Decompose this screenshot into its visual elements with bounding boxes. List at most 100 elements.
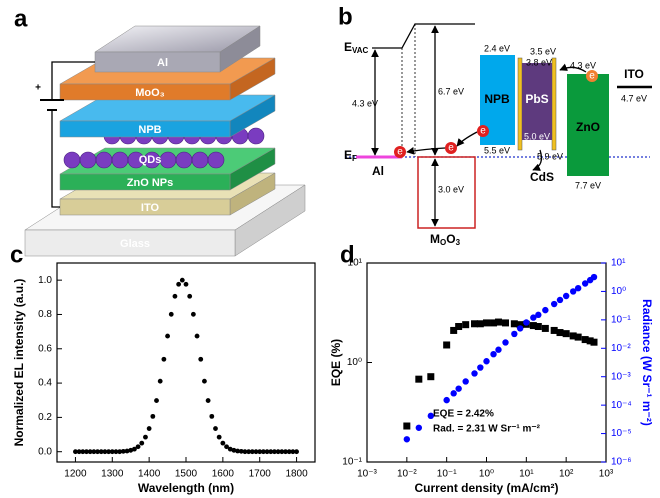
x-tick-label: 1500 [175,469,198,480]
marker [462,378,469,385]
marker [205,398,211,403]
marker [562,292,570,300]
layer-label: ITO [141,202,160,214]
marker [220,440,226,446]
y2-tick-label: 10⁻⁶ [611,457,632,468]
y2-tick-label: 10⁻³ [611,371,631,382]
zno-band [567,74,609,176]
marker [556,296,564,304]
quantum-dot [191,151,209,169]
panel-label: b [338,3,353,30]
marker [172,293,178,299]
marker [283,449,288,455]
marker [154,398,159,403]
marker [581,336,589,344]
marker [471,320,479,328]
moo3-box [417,156,476,229]
material-label: Al [372,164,384,178]
y2-tick-label: 10⁻² [611,343,631,354]
y-tick-label: 0.6 [38,343,52,354]
marker [542,306,549,314]
marker [227,446,233,452]
energy-label: 3.8 eV [526,57,552,67]
y-tick-label: 0.2 [38,412,52,423]
material-label: MOO3 [430,232,461,247]
marker [242,449,248,455]
marker [135,444,141,450]
energy-label: 5.0 eV [524,131,550,141]
marker [143,434,148,440]
marker [541,324,549,332]
marker [590,273,598,281]
marker [80,449,86,455]
marker [102,449,108,455]
marker [581,280,589,287]
quantum-dot [95,151,113,169]
marker [190,311,196,317]
marker [476,320,484,328]
marker [264,449,270,455]
x-tick-label: 1200 [64,469,87,480]
marker [224,444,229,450]
marker [574,284,582,292]
energy-label: 3.0 eV [438,184,464,194]
symbol: E [344,40,352,54]
panel-label: c [10,241,23,268]
marker [272,449,277,455]
marker [550,300,558,308]
marker [176,281,182,287]
marker [562,330,570,338]
marker [198,356,204,362]
marker [403,436,411,443]
electron-label: e [397,147,403,158]
marker [294,449,299,455]
marker [450,390,457,397]
marker [73,449,78,455]
layer-front [24,229,236,257]
layer-front [59,120,231,138]
marker [261,449,266,455]
y2-tick-label: 10⁰ [611,286,626,297]
marker [550,326,558,334]
energy-label: 6.7 eV [438,86,464,96]
part: M [430,232,440,246]
marker [213,426,218,431]
marker [443,341,451,349]
marker [150,413,156,419]
marker [490,350,497,358]
marker [95,449,100,455]
marker [109,449,115,455]
marker [98,449,104,455]
marker [502,339,509,346]
material-label: CdS [530,170,554,184]
marker [165,333,170,339]
y2-tick-label: 10⁻¹ [611,314,631,325]
material-label: ITO [624,67,644,81]
electron-label: e [448,143,454,154]
x-tick-label: 10⁻² [397,469,417,480]
energy-diagram: EVAC EF 4.3 eV Al 6.7 eV 3.0 eV MOO3 2.4… [344,23,652,247]
device-stack: Glass ITO QDs ZnO NPs NPB MoO₃ Al + [24,25,306,257]
marker [569,288,577,295]
cds-shell [517,57,523,151]
quantum-dot [247,127,265,145]
layer-label: NPB [138,124,161,136]
marker [183,281,189,287]
symbol: E [344,148,352,162]
quantum-dot [175,151,193,169]
marker [216,434,222,440]
energy-label: 4.7 eV [621,93,647,103]
marker [516,321,524,329]
marker [202,378,207,384]
x-tick-label: 1700 [249,469,272,480]
arrow [456,131,478,147]
marker [268,449,274,455]
y-axis-label: Normalized EL intensity (a.u.) [12,279,26,447]
annotation: EQE = 2.42% [433,409,494,420]
marker [530,314,537,321]
x-tick-label: 10⁻³ [357,469,377,480]
vacuum-level [372,23,475,49]
marker [490,319,498,327]
marker [495,346,502,353]
marker [462,321,470,329]
